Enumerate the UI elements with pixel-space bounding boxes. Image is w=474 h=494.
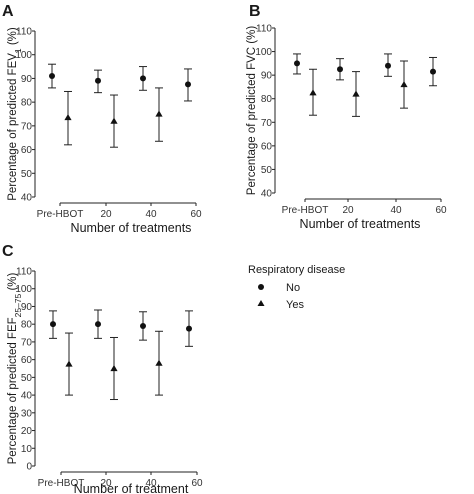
legend-title: Respiratory disease <box>248 264 345 276</box>
y-tick-label: 50 <box>21 373 33 384</box>
x-tick-label: 20 <box>100 209 112 220</box>
y-tick-label: 40 <box>21 391 33 402</box>
data-point-no <box>385 62 391 69</box>
data-point-no <box>49 73 55 80</box>
y-tick-label: 70 <box>261 118 273 129</box>
data-point-no <box>185 81 191 88</box>
y-tick-label: 80 <box>21 320 33 331</box>
y-axis-title: Percentage of predicted FEF25–75 (%) <box>7 272 23 464</box>
data-point-yes <box>155 359 163 366</box>
y-tick-label: 70 <box>21 337 33 348</box>
x-tick-label: 60 <box>191 478 203 489</box>
data-point-no <box>95 321 101 328</box>
series-yes <box>309 60 408 117</box>
x-tick-label: 40 <box>145 478 157 489</box>
y-tick-label: 60 <box>21 145 33 156</box>
y-tick-label: 0 <box>26 462 32 473</box>
panel-letter: B <box>249 3 261 20</box>
y-tick-label: 100 <box>15 284 32 295</box>
chart-panel-b: B 40 50 60 70 80 90 100 110 Pre-HBOT 20 40 60 Number … <box>246 3 447 231</box>
series-no <box>48 63 192 102</box>
legend: Respiratory disease No Yes <box>248 264 345 311</box>
data-point-yes <box>65 360 73 367</box>
x-tick-label: 60 <box>435 205 447 216</box>
legend-marker-yes <box>257 300 265 306</box>
y-axis-title: Percentage of predicted FEV1 (%) <box>7 27 23 201</box>
x-axis-title: Number of treatment <box>74 482 189 494</box>
data-point-no <box>140 75 146 82</box>
data-point-yes <box>352 90 360 97</box>
y-tick-label: 90 <box>21 74 33 85</box>
y-tick-label: 80 <box>21 98 33 109</box>
y-tick-label: 60 <box>21 355 33 366</box>
y-tick-label: 70 <box>21 121 33 132</box>
data-point-no <box>186 325 192 332</box>
data-point-yes <box>110 117 118 124</box>
x-tick-label: 60 <box>190 209 202 220</box>
series-no <box>293 53 437 87</box>
y-tick-label: 80 <box>261 94 273 105</box>
y-tick-label: 90 <box>21 302 33 313</box>
y-tick-label: 30 <box>21 408 33 419</box>
y-tick-label: 110 <box>16 267 32 278</box>
y-tick-label: 40 <box>261 189 273 200</box>
series-no <box>49 309 193 347</box>
y-tick-label: 100 <box>15 50 32 61</box>
x-tick-label: 40 <box>145 209 157 220</box>
x-axis-title: Number of treatments <box>71 221 192 235</box>
x-tick-label: Pre-HBOT <box>282 205 329 216</box>
x-tick-label: 20 <box>100 478 112 489</box>
data-point-no <box>50 321 56 328</box>
panel-letter: C <box>2 243 14 260</box>
y-tick-label: 90 <box>261 71 273 82</box>
data-point-no <box>430 68 436 75</box>
legend-marker-no <box>258 284 264 290</box>
y-tick-label: 50 <box>261 165 273 176</box>
series-yes <box>65 330 163 401</box>
legend-label-yes: Yes <box>286 299 304 311</box>
x-tick-label: Pre-HBOT <box>37 209 84 220</box>
data-point-yes <box>155 110 163 117</box>
x-tick-label: Pre-HBOT <box>38 478 85 489</box>
data-point-no <box>95 77 101 84</box>
x-tick-label: 20 <box>342 205 354 216</box>
data-point-yes <box>400 80 408 88</box>
legend-label-no: No <box>286 282 300 294</box>
y-tick-label: 50 <box>21 169 33 180</box>
data-point-no <box>140 322 146 329</box>
y-tick-label: 110 <box>256 24 272 35</box>
data-point-no <box>337 66 343 73</box>
chart-panel-c: C 0 10 20 30 40 50 60 70 80 90 100 110 Pre-HBOT 20 40 60… <box>2 243 203 494</box>
y-tick-label: 10 <box>21 444 33 455</box>
data-point-yes <box>110 364 118 372</box>
series-yes <box>64 87 163 148</box>
data-point-no <box>294 60 300 67</box>
y-tick-label: 40 <box>21 193 33 204</box>
y-tick-label: 110 <box>16 27 32 38</box>
y-axis-title: Percentage of predicted FVC (%) <box>246 26 258 196</box>
y-tick-label: 100 <box>255 47 272 58</box>
data-point-yes <box>309 89 317 96</box>
y-tick-label: 60 <box>261 141 273 152</box>
panel-letter: A <box>2 3 14 20</box>
x-tick-label: 40 <box>390 205 402 216</box>
y-tick-label: 20 <box>21 426 33 437</box>
data-point-yes <box>64 113 72 121</box>
x-axis-title: Number of treatments <box>300 217 421 231</box>
